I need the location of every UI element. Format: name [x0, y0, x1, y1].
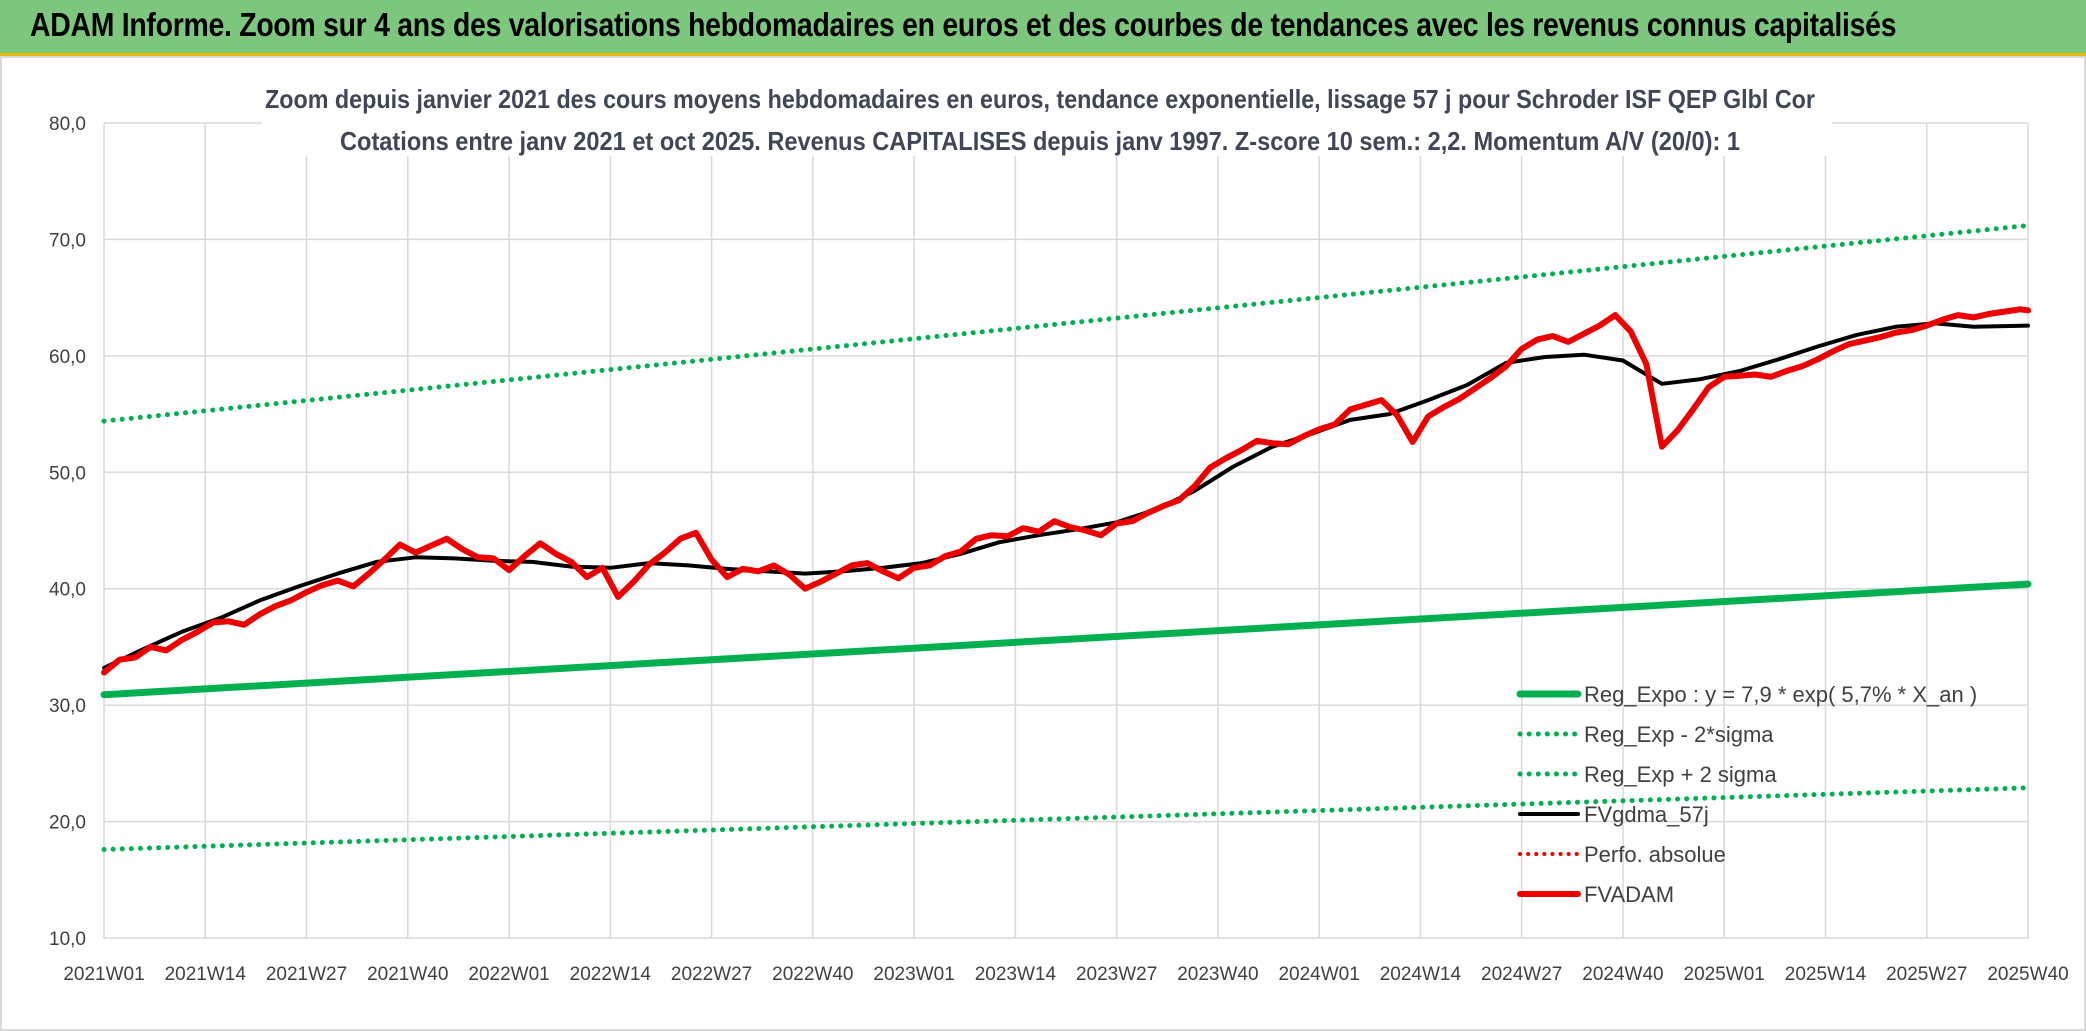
x-tick-label: 2023W27 [1076, 964, 1157, 985]
y-tick-label: 60,0 [49, 347, 86, 368]
chart-title: Zoom depuis janvier 2021 des cours moyen… [265, 84, 1815, 114]
legend-label: FVgdma_57j [1584, 802, 1709, 827]
x-tick-label: 2021W40 [367, 964, 448, 985]
legend-label: Perfo. absolue [1584, 842, 1726, 867]
x-tick-label: 2022W27 [671, 964, 752, 985]
series-lines [100, 223, 2032, 852]
x-tick-label: 2021W27 [266, 964, 347, 985]
x-tick-label: 2021W14 [165, 964, 247, 985]
y-tick-label: 40,0 [49, 580, 86, 601]
x-tick-label: 2022W14 [570, 964, 652, 985]
y-tick-label: 50,0 [49, 463, 86, 484]
chart-frame [0, 56, 2086, 1031]
y-tick-label: 70,0 [49, 230, 86, 251]
x-tick-label: 2024W40 [1582, 964, 1663, 985]
x-tick-label: 2024W14 [1380, 964, 1462, 985]
chart-subtitle: Cotations entre janv 2021 et oct 2025. R… [340, 126, 1740, 156]
x-tick-label: 2024W27 [1481, 964, 1562, 985]
x-tick-label: 2022W01 [468, 964, 549, 985]
gridlines [103, 122, 2029, 939]
x-tick-label: 2023W40 [1177, 964, 1258, 985]
title-backdrop [262, 72, 1832, 156]
report-banner: ADAM Informe. Zoom sur 4 ans des valoris… [0, 0, 2086, 56]
x-tick-label: 2024W01 [1278, 964, 1359, 985]
legend-label: Reg_Exp - 2*sigma [1584, 722, 1774, 747]
x-tick-label: 2025W14 [1785, 964, 1867, 985]
legend: Reg_Expo : y = 7,9 * exp( 5,7% * X_an ) R… [1516, 682, 1977, 907]
x-tick-label: 2025W40 [1987, 964, 2068, 985]
legend-label: Reg_Expo : y = 7,9 * exp( 5,7% * X_an ) [1584, 682, 1977, 707]
series-line-2 [101, 223, 2031, 424]
x-tick-label: 2022W40 [772, 964, 853, 985]
series-line-5 [101, 306, 2031, 676]
y-tick-label: 30,0 [49, 696, 86, 717]
y-tick-label: 20,0 [49, 813, 86, 834]
y-tick-label: 10,0 [49, 929, 86, 950]
legend-label: FVADAM [1584, 882, 1674, 907]
x-tick-label: 2021W01 [63, 964, 144, 985]
x-axis-ticks: 2021W01 2021W14 2021W27 2021W40 2022W01 2022W… [63, 964, 2068, 985]
series-line-1 [101, 785, 2031, 852]
series-line-3 [102, 321, 2030, 670]
x-tick-label: 2025W27 [1886, 964, 1967, 985]
y-axis-ticks: 10,0 20,0 30,0 40,0 50,0 60,0 70,0 80,0 [49, 114, 86, 950]
legend-label: Reg_Exp + 2 sigma [1584, 762, 1777, 787]
x-tick-label: 2023W14 [975, 964, 1057, 985]
x-tick-label: 2023W01 [873, 964, 954, 985]
report-title: ADAM Informe. Zoom sur 4 ans des valoris… [30, 6, 1897, 43]
series-line-0 [100, 580, 2032, 699]
x-tick-label: 2025W01 [1684, 964, 1765, 985]
y-tick-label: 80,0 [49, 114, 86, 135]
